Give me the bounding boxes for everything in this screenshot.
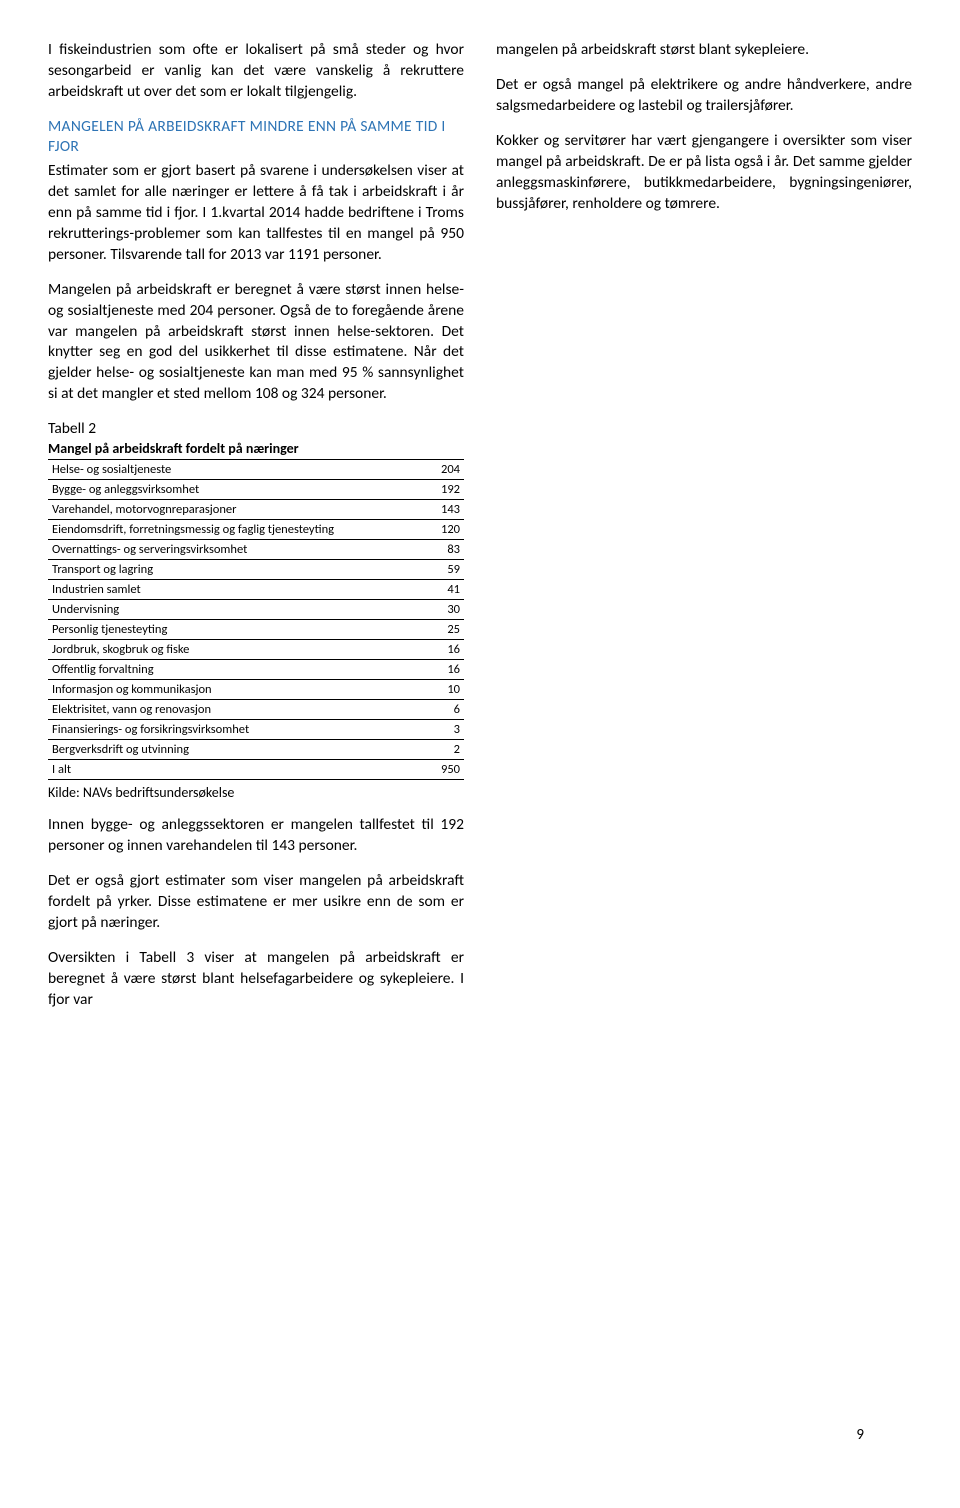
row-label: Elektrisitet, vann og renovasjon <box>48 700 406 720</box>
row-label: Finansierings- og forsikringsvirksomhet <box>48 720 406 740</box>
section-heading: MANGELEN PÅ ARBEIDSKRAFT MINDRE ENN PÅ S… <box>48 117 464 157</box>
row-label: Informasjon og kommunikasjon <box>48 680 406 700</box>
table-label: Tabell 2 <box>48 419 464 438</box>
row-label: Varehandel, motorvognreparasjoner <box>48 500 406 520</box>
table-row: Industrien samlet41 <box>48 580 464 600</box>
row-label: Offentlig forvaltning <box>48 660 406 680</box>
table-row: Bygge- og anleggsvirksomhet192 <box>48 480 464 500</box>
paragraph: Det er også gjort estimater som viser ma… <box>48 871 464 934</box>
paragraph: Det er også mangel på elektrikere og and… <box>496 75 912 117</box>
table-row: Varehandel, motorvognreparasjoner143 <box>48 500 464 520</box>
row-value: 83 <box>406 540 464 560</box>
paragraph: mangelen på arbeidskraft størst blant sy… <box>496 40 912 61</box>
table-row: Finansierings- og forsikringsvirksomhet3 <box>48 720 464 740</box>
row-label: Personlig tjenesteyting <box>48 620 406 640</box>
row-value: 950 <box>406 760 464 780</box>
row-label: Industrien samlet <box>48 580 406 600</box>
row-label: Helse- og sosialtjeneste <box>48 460 406 480</box>
row-value: 41 <box>406 580 464 600</box>
row-value: 2 <box>406 740 464 760</box>
row-value: 59 <box>406 560 464 580</box>
row-label: Jordbruk, skogbruk og fiske <box>48 640 406 660</box>
row-label: Overnattings- og serveringsvirksomhet <box>48 540 406 560</box>
paragraph: Mangelen på arbeidskraft er beregnet å v… <box>48 280 464 406</box>
table-source: Kilde: NAVs bedriftsundersøkelse <box>48 784 464 801</box>
right-column: mangelen på arbeidskraft størst blant sy… <box>496 40 912 1025</box>
left-column: I fiskeindustrien som ofte er lokalisert… <box>48 40 464 1025</box>
table-row: Bergverksdrift og utvinning2 <box>48 740 464 760</box>
table-row: Transport og lagring59 <box>48 560 464 580</box>
paragraph: I fiskeindustrien som ofte er lokalisert… <box>48 40 464 103</box>
row-value: 204 <box>406 460 464 480</box>
table-row: Undervisning30 <box>48 600 464 620</box>
row-label: Transport og lagring <box>48 560 406 580</box>
row-value: 16 <box>406 640 464 660</box>
row-value: 16 <box>406 660 464 680</box>
paragraph: Oversikten i Tabell 3 viser at mangelen … <box>48 948 464 1011</box>
row-value: 6 <box>406 700 464 720</box>
row-label: Bygge- og anleggsvirksomhet <box>48 480 406 500</box>
row-value: 10 <box>406 680 464 700</box>
row-label: I alt <box>48 760 406 780</box>
table-row: Eiendomsdrift, forretningsmessig og fagl… <box>48 520 464 540</box>
paragraph: Kokker og servitører har vært gjenganger… <box>496 131 912 215</box>
paragraph: Estimater som er gjort basert på svarene… <box>48 161 464 266</box>
row-label: Bergverksdrift og utvinning <box>48 740 406 760</box>
row-value: 192 <box>406 480 464 500</box>
row-value: 143 <box>406 500 464 520</box>
table-row: Elektrisitet, vann og renovasjon6 <box>48 700 464 720</box>
shortage-table: Helse- og sosialtjeneste204Bygge- og anl… <box>48 459 464 780</box>
paragraph: Innen bygge- og anleggssektoren er mange… <box>48 815 464 857</box>
table-row: Personlig tjenesteyting25 <box>48 620 464 640</box>
table-row: Jordbruk, skogbruk og fiske16 <box>48 640 464 660</box>
row-label: Undervisning <box>48 600 406 620</box>
page-number: 9 <box>856 1426 864 1444</box>
table-row: Overnattings- og serveringsvirksomhet83 <box>48 540 464 560</box>
row-value: 30 <box>406 600 464 620</box>
row-label: Eiendomsdrift, forretningsmessig og fagl… <box>48 520 406 540</box>
table-row: I alt950 <box>48 760 464 780</box>
table-row: Informasjon og kommunikasjon10 <box>48 680 464 700</box>
row-value: 3 <box>406 720 464 740</box>
row-value: 25 <box>406 620 464 640</box>
row-value: 120 <box>406 520 464 540</box>
table-row: Helse- og sosialtjeneste204 <box>48 460 464 480</box>
table-title: Mangel på arbeidskraft fordelt på næring… <box>48 440 464 457</box>
table-row: Offentlig forvaltning16 <box>48 660 464 680</box>
